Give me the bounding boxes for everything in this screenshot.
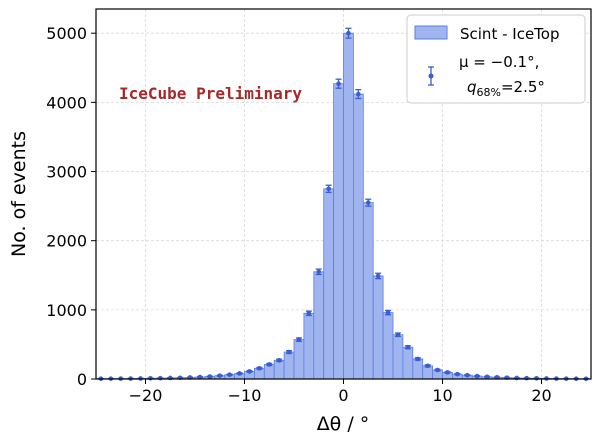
histogram-bar <box>293 339 305 380</box>
error-point <box>216 373 223 378</box>
histogram-bar <box>372 275 384 380</box>
error-point <box>335 78 342 89</box>
histogram-bar <box>303 312 315 380</box>
x-tick-label: 10 <box>432 386 452 405</box>
error-point <box>484 374 491 380</box>
y-axis-ticks: 0 1000 2000 3000 4000 5000 <box>46 24 96 389</box>
error-point <box>404 344 411 350</box>
x-tick-label: −20 <box>129 386 163 405</box>
legend-points-line2: q68%=2.5° <box>467 78 545 99</box>
legend: Scint - IceTop μ = −0.1°, q68%=2.5° <box>406 14 586 104</box>
error-point <box>286 349 293 355</box>
error-point <box>474 373 481 379</box>
error-point <box>196 374 203 380</box>
error-point <box>246 369 253 374</box>
error-point <box>414 356 421 362</box>
histogram-bar <box>343 32 354 380</box>
error-point <box>256 365 263 371</box>
error-point <box>394 332 401 338</box>
legend-hist-label: Scint - IceTop <box>460 25 560 43</box>
histogram-bar <box>362 202 374 380</box>
error-point <box>295 337 302 342</box>
error-point <box>345 27 352 39</box>
x-axis-ticks: −20 −10 0 10 20 <box>129 379 552 405</box>
error-point <box>305 310 312 317</box>
error-point <box>236 371 243 376</box>
histogram-bar <box>402 346 414 380</box>
error-point <box>325 184 332 194</box>
error-point <box>444 370 451 375</box>
error-point <box>454 371 461 377</box>
y-tick-label: 0 <box>77 370 87 389</box>
y-axis-title: No. of events <box>8 131 30 257</box>
x-axis-title: Δθ / ° <box>317 413 370 435</box>
histogram-bar <box>392 334 404 380</box>
histogram-bar <box>273 359 285 380</box>
y-tick-label: 4000 <box>46 93 87 112</box>
legend-points-line1: μ = −0.1°, <box>459 53 539 71</box>
error-point <box>266 362 273 367</box>
histogram-bar <box>382 312 394 380</box>
error-point <box>375 272 382 280</box>
y-tick-label: 1000 <box>46 301 87 320</box>
legend-point-marker <box>428 66 434 86</box>
histogram-bar <box>412 358 424 380</box>
error-point <box>276 358 283 363</box>
error-point <box>206 374 213 379</box>
error-point <box>464 372 471 378</box>
legend-hist-swatch <box>414 25 448 40</box>
histogram-bar <box>352 93 364 380</box>
x-tick-label: 20 <box>531 386 551 405</box>
x-tick-label: −10 <box>228 386 262 405</box>
error-point <box>424 363 431 369</box>
error-point <box>533 376 540 381</box>
error-point <box>434 367 441 373</box>
preliminary-annotation: IceCube Preliminary <box>119 84 302 103</box>
y-tick-label: 2000 <box>46 232 87 251</box>
histogram-bar <box>283 351 295 380</box>
histogram-bar <box>323 188 335 380</box>
error-point <box>315 268 322 276</box>
x-tick-label: 0 <box>338 386 348 405</box>
error-point <box>355 88 362 100</box>
error-point <box>385 309 392 316</box>
histogram-bar <box>313 271 325 380</box>
histogram-bar <box>333 83 344 380</box>
y-tick-label: 5000 <box>46 24 87 43</box>
y-tick-label: 3000 <box>46 163 87 182</box>
error-point <box>226 372 233 378</box>
error-point <box>147 376 154 381</box>
error-point <box>523 375 530 381</box>
error-point <box>157 375 164 381</box>
legend-box <box>406 14 586 104</box>
error-point <box>365 198 372 207</box>
